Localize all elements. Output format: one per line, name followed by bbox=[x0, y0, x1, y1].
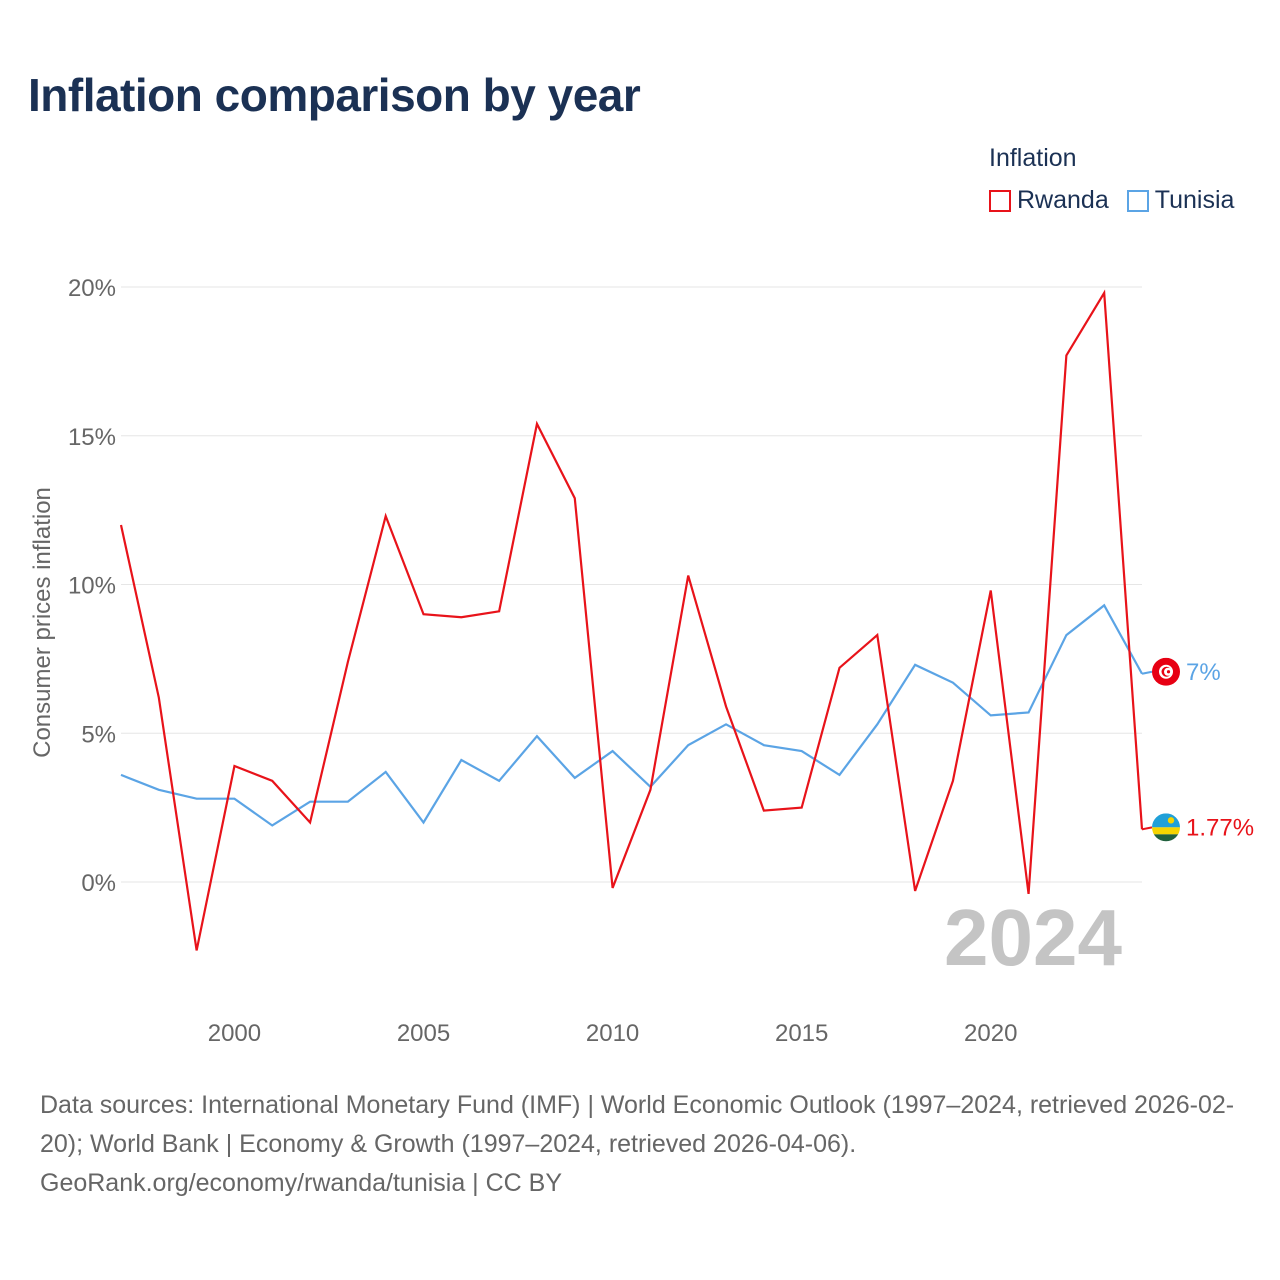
end-label-tunisia: 7% bbox=[1186, 659, 1221, 686]
end-connector-rwanda bbox=[1141, 826, 1153, 831]
legend-swatch-rwanda bbox=[989, 189, 1011, 212]
y-tick-label: 0% bbox=[81, 870, 116, 897]
legend-label-tunisia: Tunisia bbox=[1154, 186, 1235, 214]
y-tick-label: 10% bbox=[68, 573, 116, 600]
y-tick-label: 20% bbox=[68, 275, 116, 302]
legend: Rwanda Tunisia bbox=[989, 186, 1234, 215]
line-chart: 0% 5% 10% 15% 20% 2000 2005 2010 2015 2020 Consume… bbox=[29, 275, 1254, 1047]
series-line-rwanda[interactable] bbox=[119, 289, 1144, 951]
series-line-tunisia[interactable] bbox=[120, 603, 1143, 827]
x-tick-label: 2010 bbox=[586, 1020, 639, 1047]
legend-label-rwanda: Rwanda bbox=[1017, 186, 1109, 214]
x-tick-label: 2020 bbox=[964, 1020, 1017, 1047]
legend-swatch-tunisia bbox=[1126, 189, 1149, 212]
chart-title: Inflation comparison by year bbox=[28, 69, 641, 121]
tunisia-flag-icon bbox=[1152, 657, 1180, 686]
legend-item-rwanda[interactable]: Rwanda bbox=[989, 186, 1109, 215]
x-tick-label: 2015 bbox=[775, 1020, 828, 1047]
end-connector-tunisia bbox=[1141, 670, 1153, 675]
legend-item-tunisia[interactable]: Tunisia bbox=[1126, 186, 1235, 215]
source-link[interactable]: GeoRank.org/economy/rwanda/tunisia | CC … bbox=[40, 1169, 563, 1197]
x-tick-label: 2000 bbox=[208, 1020, 261, 1047]
y-axis-label: Consumer prices inflation bbox=[29, 487, 56, 758]
end-label-rwanda: 1.77% bbox=[1186, 814, 1254, 841]
rwanda-flag-icon bbox=[1152, 813, 1180, 842]
source-text: Data sources: International Monetary Fun… bbox=[40, 1091, 1235, 1158]
y-tick-label: 15% bbox=[68, 424, 116, 451]
y-tick-label: 5% bbox=[81, 721, 116, 748]
x-tick-label: 2005 bbox=[397, 1020, 450, 1047]
source-note: Data sources: International Monetary Fun… bbox=[40, 1086, 1250, 1203]
legend-title: Inflation bbox=[989, 144, 1077, 172]
year-watermark: 2024 bbox=[944, 893, 1122, 982]
